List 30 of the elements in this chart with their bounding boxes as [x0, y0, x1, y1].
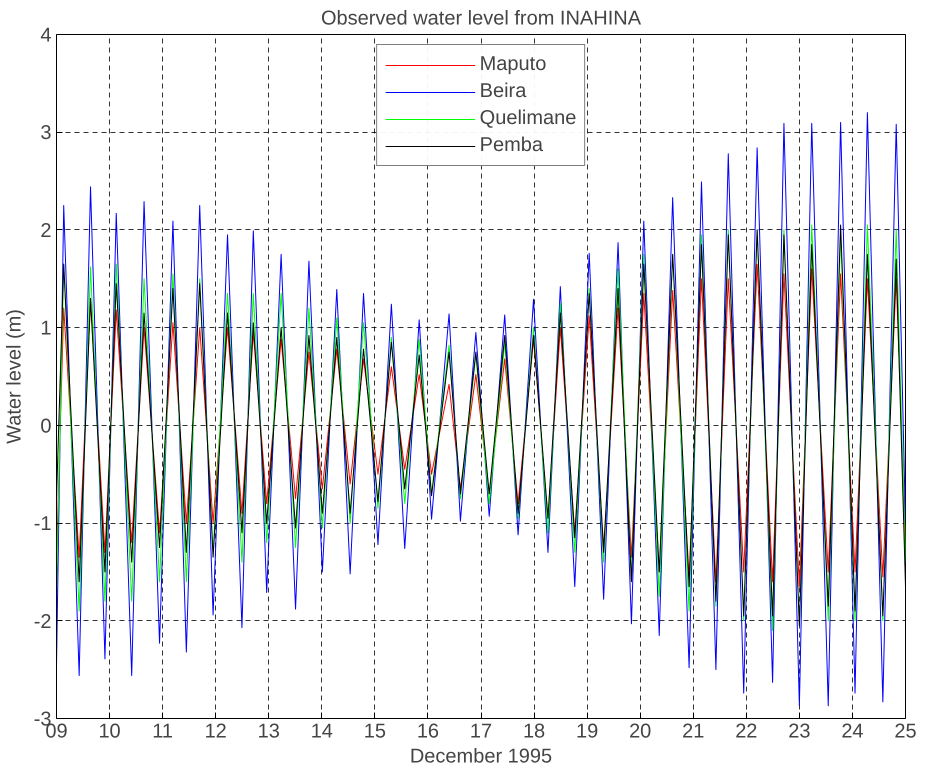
- y-tick-label: 4: [40, 24, 52, 46]
- y-axis-title: Water level (m): [4, 309, 26, 444]
- x-tick-label: 22: [735, 720, 758, 742]
- legend-label: Maputo: [480, 53, 546, 76]
- x-tick-label: 21: [682, 720, 704, 742]
- legend-label: Beira: [480, 80, 526, 103]
- x-tick-label: 14: [310, 720, 333, 742]
- x-tick-label: 18: [522, 720, 546, 742]
- x-tick-label: 24: [841, 720, 864, 742]
- x-tick-label: 20: [629, 720, 652, 742]
- x-tick-label: 15: [364, 720, 386, 742]
- legend-label: Quelimane: [480, 107, 576, 130]
- y-tick-label: 0: [40, 415, 52, 438]
- chart-title: Observed water level from INAHINA: [320, 8, 642, 30]
- x-tick-label: 25: [894, 720, 917, 742]
- x-tick-label: 19: [576, 720, 598, 742]
- x-tick-label: 11: [152, 720, 174, 742]
- legend-label: Pemba: [480, 134, 544, 157]
- x-tick-label: 13: [258, 720, 280, 742]
- x-tick-label: 12: [204, 720, 227, 742]
- y-tick-label: 2: [40, 220, 52, 242]
- x-tick-label: 23: [788, 720, 810, 742]
- y-tick-label: -1: [34, 513, 52, 536]
- x-tick-label: 16: [416, 720, 440, 742]
- x-axis-title: December 1995: [410, 746, 552, 768]
- y-tick-label: -2: [34, 610, 52, 633]
- x-tick-label: 17: [470, 720, 492, 742]
- y-tick-label: 1: [40, 318, 52, 340]
- x-tick-label: 10: [98, 720, 121, 742]
- y-tick-label: 3: [40, 122, 52, 144]
